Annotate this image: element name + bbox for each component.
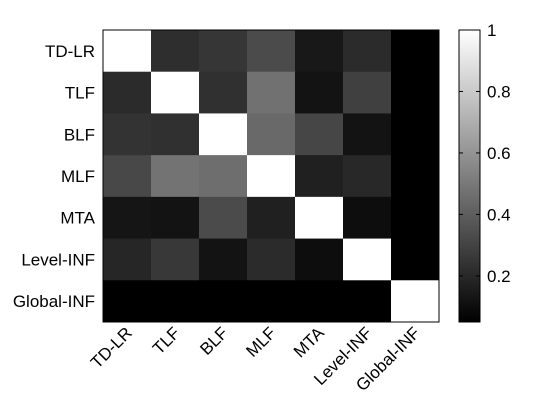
heatmap-cell-2-1 xyxy=(151,113,200,156)
heatmap-cell-2-0 xyxy=(103,113,152,156)
heatmap-cell-5-4 xyxy=(295,238,344,281)
heatmap-cell-3-5 xyxy=(343,155,392,198)
colorbar-tick-label-0: 0.2 xyxy=(487,267,511,286)
colorbar-tick-label-2: 0.6 xyxy=(487,144,511,163)
heatmap-cell-4-2 xyxy=(199,196,248,240)
heatmap-cell-0-0 xyxy=(103,30,152,73)
heatmap-cell-3-4 xyxy=(295,155,344,198)
heatmap-cell-1-6 xyxy=(391,71,440,114)
heatmap-cell-5-2 xyxy=(199,238,248,281)
heatmap-cell-3-2 xyxy=(199,155,248,198)
heatmap-cell-4-1 xyxy=(151,196,200,240)
heatmap-cell-0-2 xyxy=(199,30,248,73)
heatmap-cell-0-5 xyxy=(343,30,392,73)
heatmap-cell-6-5 xyxy=(343,280,392,323)
heatmap-cell-5-6 xyxy=(391,238,440,281)
heatmap-cell-2-6 xyxy=(391,113,440,156)
column-label-2: BLF xyxy=(196,323,231,358)
heatmap-cell-6-0 xyxy=(103,280,152,323)
heatmap-cell-2-3 xyxy=(247,113,296,156)
heatmap-cell-3-1 xyxy=(151,155,200,198)
heatmap-cell-6-1 xyxy=(151,280,200,323)
heatmap-cell-0-3 xyxy=(247,30,296,73)
heatmap-cell-5-5 xyxy=(343,238,392,281)
row-label-2: BLF xyxy=(64,125,95,144)
heatmap-cell-6-4 xyxy=(295,280,344,323)
heatmap-cell-1-5 xyxy=(343,71,392,114)
heatmap-cell-5-0 xyxy=(103,238,152,281)
row-label-5: Level-INF xyxy=(21,250,95,269)
colorbar-tick-label-1: 0.4 xyxy=(487,205,511,224)
colorbar-tick-label-4: 1 xyxy=(487,21,496,40)
heatmap-cell-2-2 xyxy=(199,113,248,156)
heatmap-cell-4-3 xyxy=(247,196,296,240)
heatmap-cell-4-4 xyxy=(295,196,344,240)
heatmap-cell-1-4 xyxy=(295,71,344,114)
heatmap-cell-0-4 xyxy=(295,30,344,73)
row-labels: TD-LR TLF BLF MLF MTA Level-INF Global-INF xyxy=(13,42,96,311)
colorbar-tick-label-3: 0.8 xyxy=(487,82,511,101)
heatmap-cell-2-5 xyxy=(343,113,392,156)
heatmap-cell-0-6 xyxy=(391,30,440,73)
heatmap-cell-5-1 xyxy=(151,238,200,281)
row-label-0: TD-LR xyxy=(45,42,95,61)
heatmap-cell-1-0 xyxy=(103,71,152,114)
colorbar: 0.2 0.4 0.6 0.8 1 xyxy=(458,21,511,323)
column-label-4: MTA xyxy=(290,323,328,361)
heatmap-cell-4-6 xyxy=(391,196,440,240)
column-label-3: MLF xyxy=(242,323,279,360)
heatmap-cell-2-4 xyxy=(295,113,344,156)
colorbar-gradient xyxy=(458,29,481,323)
column-label-0: TD-LR xyxy=(87,323,136,372)
heatmap-cell-3-3 xyxy=(247,155,296,198)
column-label-1: TLF xyxy=(149,323,184,358)
heatmap-cell-4-5 xyxy=(343,196,392,240)
heatmap-cell-1-3 xyxy=(247,71,296,114)
row-label-3: MLF xyxy=(61,167,95,186)
heatmap-cell-1-2 xyxy=(199,71,248,114)
heatmap-cell-6-3 xyxy=(247,280,296,323)
heatmap-cell-6-6 xyxy=(391,280,440,323)
heatmap-cell-4-0 xyxy=(103,196,152,240)
heatmap-cell-1-1 xyxy=(151,71,200,114)
heatmap-cells xyxy=(103,30,440,323)
heatmap-cell-3-6 xyxy=(391,155,440,198)
row-label-1: TLF xyxy=(65,84,95,103)
heatmap-cell-0-1 xyxy=(151,30,200,73)
row-label-4: MTA xyxy=(60,209,95,228)
row-label-6: Global-INF xyxy=(13,292,95,311)
heatmap-cell-3-0 xyxy=(103,155,152,198)
plot-frame xyxy=(102,29,440,323)
heatmap-cell-6-2 xyxy=(199,280,248,323)
heatmap-cell-5-3 xyxy=(247,238,296,281)
